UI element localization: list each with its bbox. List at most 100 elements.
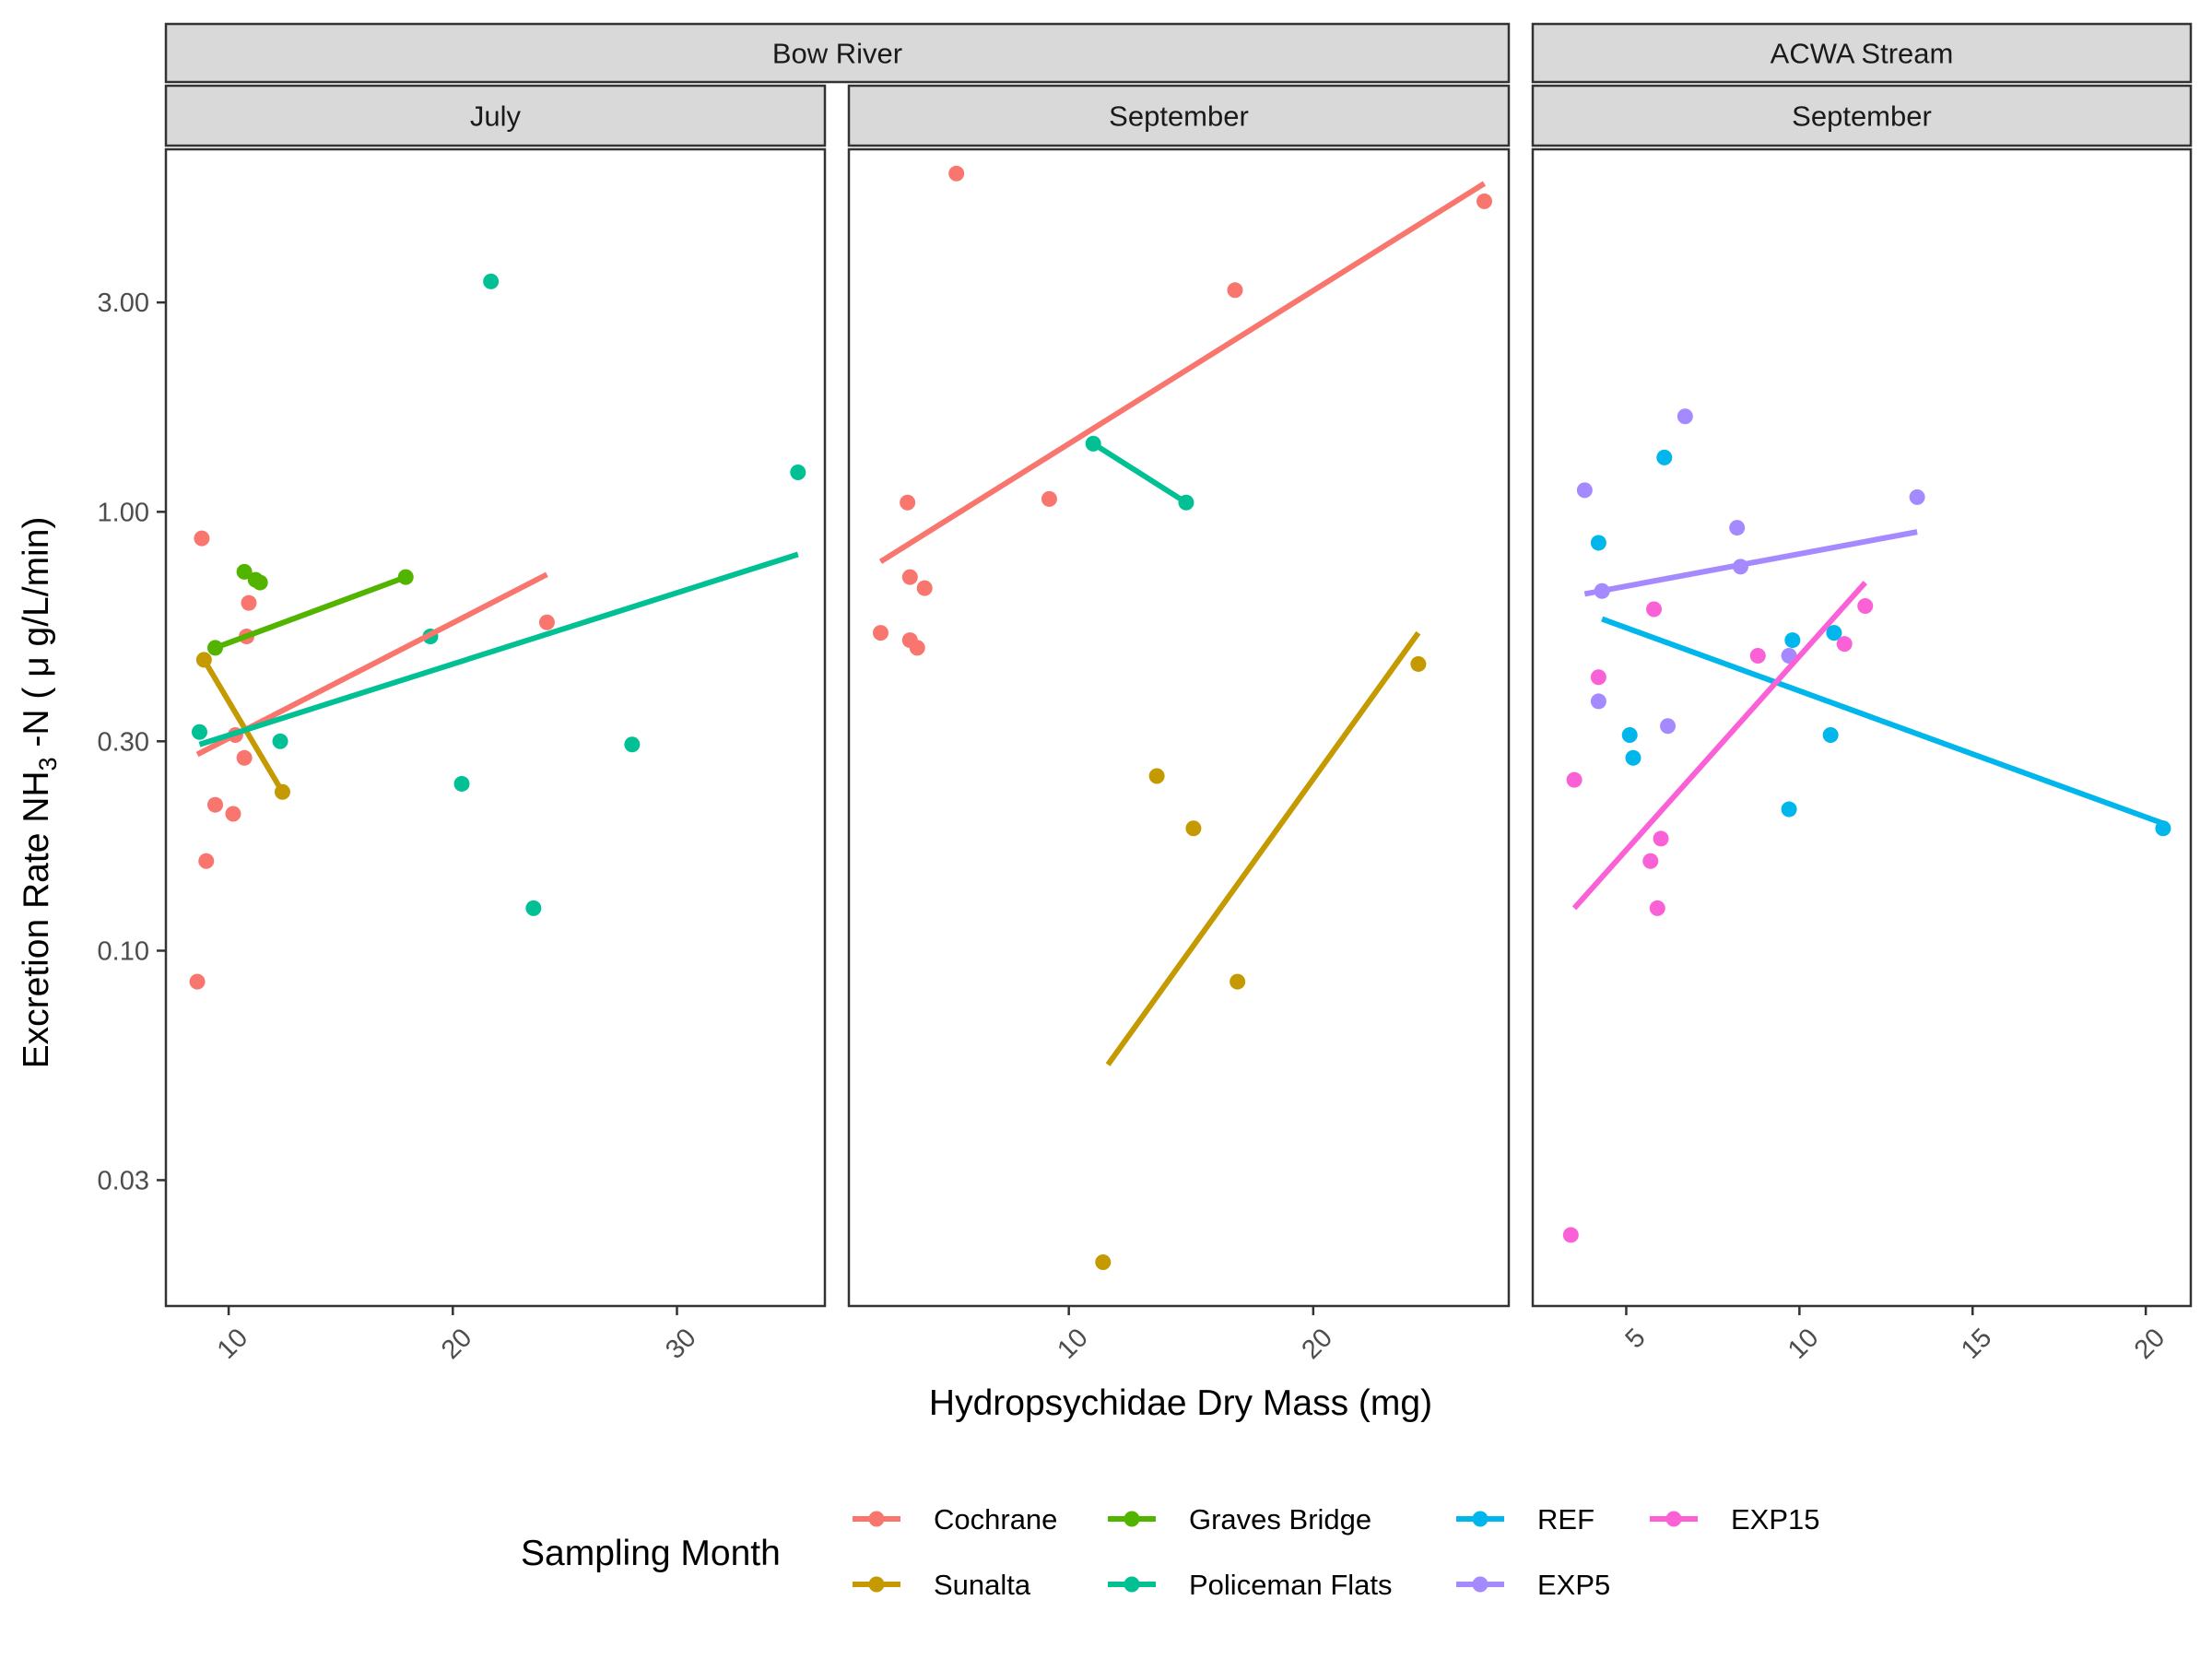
point-ref (1784, 632, 1801, 649)
strip-month (1531, 84, 2193, 147)
point-cochrane (198, 853, 215, 869)
point-ref (1621, 727, 1638, 744)
point-exp15 (1649, 900, 1665, 916)
y-tick-label: 0.30 (98, 727, 149, 757)
point-cochrane (948, 165, 965, 182)
point-exp15 (1642, 853, 1659, 869)
y-tick-label: 0.03 (98, 1166, 149, 1195)
facet-strips: Bow River ACWA Stream (164, 22, 2193, 84)
strip-month-label: September (1792, 100, 1932, 133)
point-sunalta (1185, 820, 1202, 837)
point-ref (1656, 449, 1673, 465)
point-policeman-flats (483, 273, 500, 289)
strip-month (847, 84, 1511, 147)
y-tick-label: 3.00 (98, 288, 149, 318)
point-exp5 (1576, 482, 1593, 499)
point-cochrane (189, 973, 206, 990)
point-policeman-flats (191, 724, 207, 740)
legend-label-exp5: EXP5 (1537, 1569, 1610, 1601)
point-exp15 (1590, 669, 1606, 686)
strip-top-label: ACWA Stream (1771, 38, 1954, 70)
y-axis-label-subscript: 3 (34, 757, 62, 771)
legend: Sampling Month Cochrane Sunalta Graves Brid… (521, 1503, 1820, 1601)
point-ref (1590, 535, 1606, 551)
legend-label-exp15: EXP15 (1731, 1503, 1820, 1535)
point-exp5 (1909, 488, 1925, 505)
point-policeman-flats (272, 733, 288, 749)
point-sunalta (1230, 973, 1246, 990)
legend-label-cochrane: Cochrane (934, 1503, 1057, 1535)
y-axis: 0.03 0.10 0.30 1.00 3.00 (98, 288, 166, 1195)
strip-month-label: September (1109, 100, 1249, 133)
legend-label-sunalta: Sunalta (934, 1569, 1031, 1601)
point-exp15 (1857, 598, 1874, 615)
point-cochrane (538, 614, 555, 630)
point-exp5 (1660, 718, 1677, 735)
point-policeman-flats (624, 736, 641, 753)
x-tick-label: 20 (1297, 1323, 1338, 1364)
legend-label-graves-bridge: Graves Bridge (1189, 1503, 1371, 1535)
legend-key-point-ref (1472, 1511, 1488, 1527)
point-policeman-flats (790, 465, 806, 481)
point-cochrane (916, 580, 933, 596)
fit-line-graves-bridge (214, 574, 407, 651)
fit-line-exp15 (1571, 581, 1867, 911)
point-exp15 (1836, 636, 1853, 653)
legend-key-point-graves-bridge (1124, 1511, 1140, 1527)
y-tick-label: 1.00 (98, 498, 149, 527)
legend-key-point-cochrane (868, 1511, 885, 1527)
legend-key-point-policeman-flats (1124, 1576, 1140, 1593)
point-cochrane (900, 494, 916, 511)
y-axis-label-suffix: -N ( μ g/L/min) (17, 517, 56, 758)
point-cochrane (207, 796, 224, 813)
point-cochrane (872, 625, 888, 641)
x-axis-label: Hydropsychidae Dry Mass (mg) (929, 1383, 1432, 1423)
point-exp5 (1590, 693, 1606, 710)
legend-key-point-sunalta (868, 1576, 885, 1593)
panel-border (847, 147, 1511, 1308)
point-policeman-flats (525, 900, 542, 916)
strip-month (164, 84, 827, 147)
point-cochrane (194, 530, 210, 547)
point-policeman-flats (453, 775, 470, 792)
fit-line-exp5 (1583, 529, 1918, 597)
legend-key-point-exp15 (1665, 1511, 1682, 1527)
point-sunalta (1095, 1254, 1112, 1271)
fit-line-policeman-flats (1091, 441, 1188, 505)
point-sunalta (1410, 655, 1427, 672)
x-tick-label: 20 (2129, 1323, 2171, 1364)
point-exp15 (1562, 1227, 1579, 1243)
panel-border (1531, 147, 2193, 1308)
strip-top (1531, 22, 2193, 84)
y-axis-label-main: Excretion Rate NH (17, 771, 56, 1068)
x-tick-label: 5 (1620, 1323, 1652, 1354)
legend-label-ref: REF (1537, 1503, 1594, 1535)
point-cochrane (241, 594, 257, 611)
point-graves-bridge (236, 563, 253, 580)
point-sunalta (1148, 768, 1165, 784)
x-tick-label: 30 (660, 1323, 701, 1364)
facet-panels: July 10 20 30 September 10 20 September 5 10 15 20 (164, 84, 2193, 1365)
point-cochrane (236, 749, 253, 766)
strip-top (164, 22, 1511, 84)
x-tick-label: 10 (212, 1323, 253, 1364)
fit-line-policeman-flats (198, 551, 799, 747)
panel-border (164, 147, 827, 1308)
y-axis-label: Excretion Rate NH3 -N ( μ g/L/min) (17, 517, 62, 1069)
strip-top-label: Bow River (772, 38, 902, 70)
x-tick-label: 10 (1052, 1323, 1093, 1364)
point-graves-bridge (252, 574, 268, 591)
point-ref (1625, 749, 1641, 766)
legend-key-point-exp5 (1472, 1576, 1488, 1593)
legend-title: Sampling Month (521, 1534, 781, 1573)
point-exp15 (1749, 647, 1766, 664)
fit-line-ref (1601, 616, 2164, 827)
strip-month-label: July (470, 100, 522, 133)
point-cochrane (1227, 282, 1243, 299)
fit-line-sunalta (201, 658, 286, 794)
x-tick-label: 20 (436, 1323, 477, 1364)
point-exp15 (1646, 601, 1663, 618)
panel-2: September 5 10 15 20 (1531, 84, 2193, 1365)
point-exp5 (1677, 408, 1693, 425)
point-ref (1822, 727, 1839, 744)
